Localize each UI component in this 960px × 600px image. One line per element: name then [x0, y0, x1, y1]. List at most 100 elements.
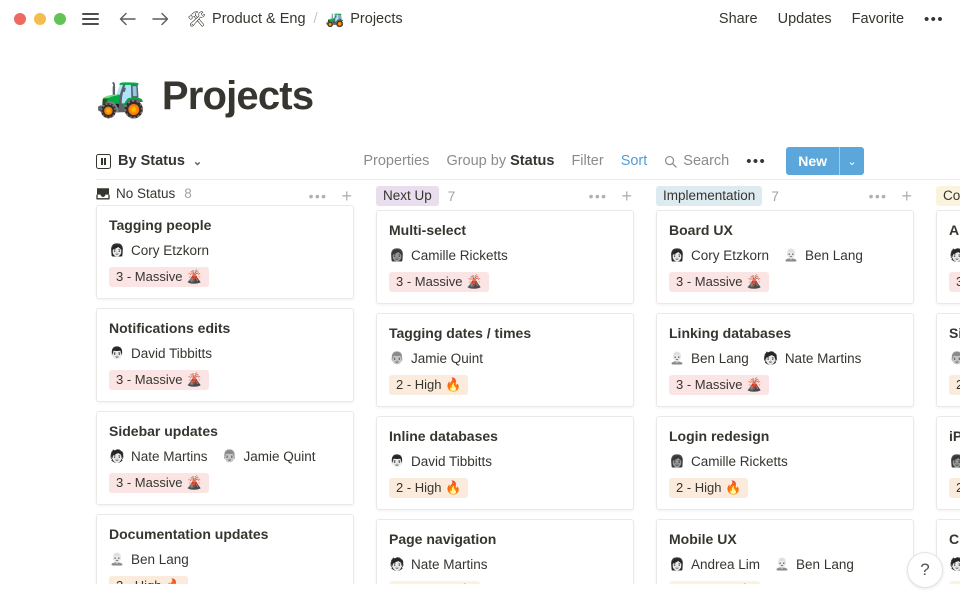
board-card[interactable]: Linking databases 👨🏻‍🦳 Ben Lang 🧑🏻 Nate Mart…	[656, 313, 914, 407]
board-card[interactable]: Page navigation 🧑🏻 Nate Martins 1- Normal 🌴	[376, 519, 634, 584]
column-actions: ••• +	[588, 186, 632, 206]
sidebar-toggle-icon[interactable]	[82, 13, 99, 25]
favorite-button[interactable]: Favorite	[851, 11, 905, 27]
board-card[interactable]: Notifications edits 👨🏻 David Tibbitts 3 - M…	[96, 308, 354, 402]
filter-button[interactable]: Filter	[571, 153, 604, 169]
group-by-value: Status	[510, 153, 555, 169]
board-card[interactable]: Sidebar updates 🧑🏻 Nate Martins 👨🏼 Jamie Qui…	[96, 411, 354, 505]
new-button[interactable]: New ⌄	[786, 147, 864, 175]
updates-button[interactable]: Updates	[777, 11, 832, 27]
group-by-button[interactable]: Group by Status	[446, 153, 554, 169]
card-title: Sidebar updates	[109, 423, 218, 439]
board-card[interactable]: Board UX 👩🏻 Cory Etzkorn 👨🏻‍🦳 Ben Lang 3 - Ma…	[656, 210, 914, 304]
assignee: 👨🏻‍🦳 Ben Lang	[109, 551, 189, 567]
board-card[interactable]: Tagging people 👩🏻 Cory Etzkorn 3 - Massive …	[96, 205, 354, 299]
sort-button[interactable]: Sort	[620, 153, 648, 169]
view-toolbar: By Status ⌄ Properties Group by Status F…	[96, 143, 960, 179]
assignee: 👨🏻‍🦳 Ben Lang	[669, 350, 749, 366]
column-add-card-icon[interactable]: +	[621, 186, 632, 206]
page-tractor-icon[interactable]: 🚜	[96, 74, 146, 119]
breadcrumb-current[interactable]: 🚜 Projects	[326, 11, 403, 27]
assignee: 👨🏻‍🦳 Ben Lang	[783, 247, 863, 263]
card-assignees: 🧑🏻 Nate Martins	[389, 556, 621, 572]
assignee-name: Nate Martins	[131, 448, 208, 464]
assignee-name: Nate Martins	[784, 350, 862, 366]
column-count: 8	[184, 186, 192, 201]
avatar: 👨🏻‍🦳	[109, 552, 125, 566]
new-button-chevron-down-icon[interactable]: ⌄	[847, 155, 857, 168]
card-title: Sigr	[949, 325, 960, 341]
forward-arrow-icon[interactable]	[152, 12, 169, 26]
search-icon	[665, 155, 677, 168]
close-window-button[interactable]	[14, 13, 26, 25]
column-title[interactable]: No Status	[96, 186, 175, 201]
more-options-icon[interactable]: •••	[924, 10, 944, 28]
column-header: Next Up 7 ••• +	[376, 180, 634, 206]
assignee-name: Cory Etzkorn	[691, 247, 770, 263]
card-title: Mobile UX	[669, 531, 737, 547]
column-count: 7	[771, 188, 779, 204]
avatar: 👨🏻	[109, 346, 125, 360]
board-card[interactable]: Login redesign 👩🏽 Camille Ricketts 2 - High…	[656, 416, 914, 510]
board-card[interactable]: Sigr 👨🏼J 2 -	[936, 313, 960, 407]
new-button-label: New	[798, 153, 827, 169]
page-title-text[interactable]: Projects	[161, 74, 314, 118]
assignee: 👩🏽 Camille Ricketts	[389, 247, 508, 263]
column-add-card-icon[interactable]: +	[341, 186, 352, 206]
maximize-window-button[interactable]	[54, 13, 66, 25]
board-column: Com And 🧑🏻N 3 - Sigr 👨🏼J 2 - iPad 👩🏽C 2 - Cus 🧑🏻N 1-…	[936, 180, 960, 584]
board-card[interactable]: And 🧑🏻N 3 -	[936, 210, 960, 304]
assignee: 🧑🏻 Nate Martins	[763, 350, 862, 366]
priority-tag: 1- Normal 🌴	[669, 581, 760, 584]
view-toolbar-controls: Properties Group by Status Filter Sort S…	[363, 143, 864, 179]
assignee: 👨🏻‍🦳 Ben Lang	[774, 556, 854, 572]
card-assignees: 👨🏼 Jamie Quint	[389, 350, 621, 366]
view-tab-by-status[interactable]: By Status ⌄	[96, 153, 202, 169]
board-card[interactable]: Cus 🧑🏻N 1- N	[936, 519, 960, 584]
assignee-name: Jamie Quint	[411, 350, 484, 366]
column-more-icon[interactable]: •••	[588, 188, 608, 204]
assignee-name: Camille Ricketts	[411, 247, 508, 263]
priority-tag: 3 - Massive 🌋	[389, 272, 490, 292]
column-title[interactable]: Next Up	[376, 186, 439, 206]
card-assignees: 👩🏽 Camille Ricketts	[669, 453, 901, 469]
assignee: 👨🏻 David Tibbitts	[389, 453, 493, 469]
priority-tag: 1- Normal 🌴	[389, 581, 480, 584]
avatar: 👨🏻‍🦳	[783, 248, 799, 262]
column-title[interactable]: Implementation	[656, 186, 763, 206]
column-add-card-icon[interactable]: +	[901, 186, 912, 206]
share-button[interactable]: Share	[718, 11, 758, 27]
column-more-icon[interactable]: •••	[308, 188, 328, 204]
page-header-area: 🚜 Projects By Status ⌄ Properties Group …	[0, 74, 960, 179]
priority-tag: 3 - Massive 🌋	[109, 370, 210, 390]
board-card[interactable]: iPad 👩🏽C 2 -	[936, 416, 960, 510]
help-button[interactable]: ?	[907, 552, 943, 588]
column-title[interactable]: Com	[936, 186, 960, 206]
avatar: 👩🏽	[669, 454, 685, 468]
board-card[interactable]: Multi-select 👩🏽 Camille Ricketts 3 - Massiv…	[376, 210, 634, 304]
card-title: Page navigation	[389, 531, 497, 547]
assignee-name: Cory Etzkorn	[131, 242, 210, 258]
breadcrumb-separator: /	[313, 11, 318, 27]
avatar: 👩🏽	[949, 454, 960, 468]
priority-tag: 3 - Massive 🌋	[669, 375, 770, 395]
board-card[interactable]: Inline databases 👨🏻 David Tibbitts 2 - High…	[376, 416, 634, 510]
board-card[interactable]: Documentation updates 👨🏻‍🦳 Ben Lang 2 - Hig…	[96, 514, 354, 584]
properties-button[interactable]: Properties	[363, 153, 430, 169]
card-title: Notifications edits	[109, 320, 231, 336]
column-header: No Status 8 ••• +	[96, 180, 354, 206]
assignee: 👨🏼J	[949, 350, 960, 366]
minimize-window-button[interactable]	[34, 13, 46, 25]
inbox-icon	[96, 187, 110, 200]
search-button[interactable]: Search	[664, 153, 729, 169]
back-arrow-icon[interactable]	[119, 12, 136, 26]
column-more-icon[interactable]: •••	[868, 188, 888, 204]
board-card[interactable]: Mobile UX 👩🏻 Andrea Lim 👨🏻‍🦳 Ben Lang 1- Norm…	[656, 519, 914, 584]
view-more-icon[interactable]: •••	[746, 152, 767, 170]
group-by-label: Group by	[446, 153, 507, 169]
board-card[interactable]: Tagging dates / times 👨🏼 Jamie Quint 2 - Hi…	[376, 313, 634, 407]
toolbar-divider	[96, 179, 960, 180]
avatar: 👩🏽	[389, 248, 405, 262]
assignee-name: Nate Martins	[411, 556, 488, 572]
breadcrumb-parent[interactable]: 🛠 Product & Eng	[187, 11, 306, 27]
